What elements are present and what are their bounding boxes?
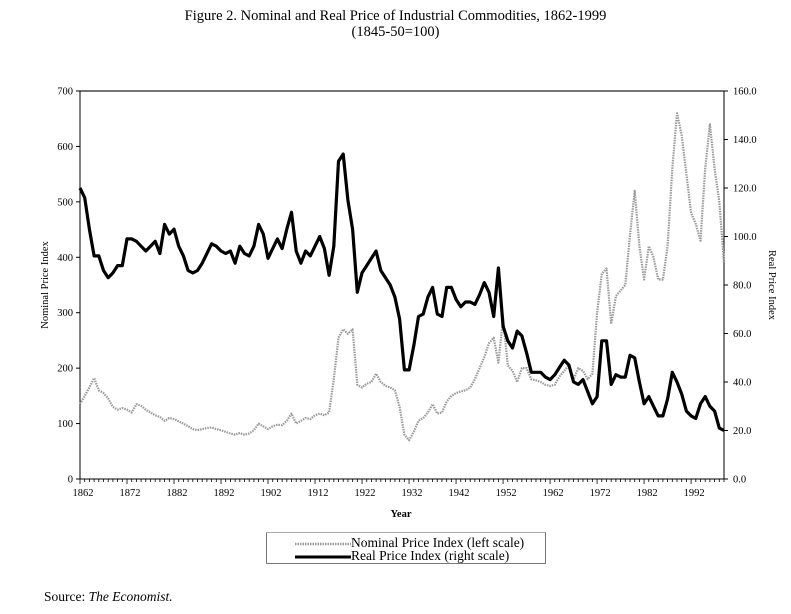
left-tick-label: 500 xyxy=(57,197,73,208)
chart-subtitle: (1845-50=100) xyxy=(351,24,440,40)
left-tick-label: 400 xyxy=(57,253,73,264)
x-tick-label: 1942 xyxy=(449,488,470,499)
left-tick-label: 100 xyxy=(57,419,73,430)
y-axis-left-title: Nominal Price Index xyxy=(40,241,51,329)
left-tick-label: 0 xyxy=(68,475,73,486)
left-tick-label: 600 xyxy=(57,142,73,153)
series-line-real xyxy=(78,152,725,432)
left-tick-label: 300 xyxy=(57,308,73,319)
right-tick-label: 100.0 xyxy=(733,232,757,243)
x-tick-label: 1912 xyxy=(308,488,329,499)
right-tick-label: 60.0 xyxy=(733,329,751,340)
right-tick-label: 20.0 xyxy=(733,426,751,437)
left-tick-label: 700 xyxy=(57,87,73,98)
x-tick-label: 1962 xyxy=(543,488,564,499)
right-axis: 0.0 20.0 40.0 60.0 80.0 100.0 120.0 140.0 160.0 xyxy=(724,87,757,486)
x-tick-label: 1922 xyxy=(355,488,376,499)
right-tick-label: 80.0 xyxy=(733,281,751,292)
x-tick-label: 1932 xyxy=(402,488,423,499)
x-tick-label: 1892 xyxy=(214,488,235,499)
x-tick-label: 1902 xyxy=(261,488,282,499)
legend-swatch-nominal xyxy=(295,542,351,546)
x-axis-title: Year xyxy=(391,509,412,520)
x-tick-label: 1862 xyxy=(73,488,94,499)
x-tick-label: 1952 xyxy=(496,488,517,499)
x-tick-label: 1972 xyxy=(590,488,611,499)
plot-frame xyxy=(79,90,725,480)
series-line-nominal xyxy=(79,112,726,442)
source-name: The Economist. xyxy=(88,589,173,604)
left-axis: 0 100 200 300 400 500 600 700 xyxy=(57,87,80,486)
legend-label-real: Real Price Index (right scale) xyxy=(351,548,510,563)
legend: Nominal Price Index (left scale) Real Pr… xyxy=(266,532,546,564)
x-tick-label: 1872 xyxy=(120,488,141,499)
y-axis-right-title: Real Price Index xyxy=(766,250,777,321)
legend-swatch-real xyxy=(295,555,351,559)
x-axis: 1862 1872 1882 1892 1902 1912 1922 1932 1942 1952… xyxy=(73,479,725,499)
right-tick-label: 0.0 xyxy=(733,475,746,486)
legend-label-nominal: Nominal Price Index (left scale) xyxy=(351,535,525,550)
right-tick-label: 140.0 xyxy=(733,135,757,146)
left-tick-label: 200 xyxy=(57,364,73,375)
right-tick-label: 40.0 xyxy=(733,378,751,389)
chart-title: Figure 2. Nominal and Real Price of Indu… xyxy=(184,8,607,24)
right-tick-label: 160.0 xyxy=(733,87,757,98)
x-tick-label: 1882 xyxy=(167,488,188,499)
right-tick-label: 120.0 xyxy=(733,184,757,195)
source-note: Source: The Economist. xyxy=(44,589,173,605)
x-tick-label: 1992 xyxy=(684,488,705,499)
x-tick-label: 1982 xyxy=(637,488,658,499)
source-label: Source: xyxy=(44,589,86,604)
series-layer xyxy=(78,112,726,442)
